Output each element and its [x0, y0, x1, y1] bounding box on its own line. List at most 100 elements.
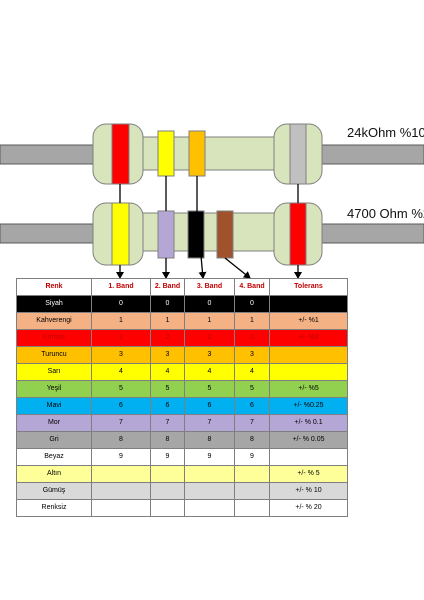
band-4-value-cell [234, 482, 270, 500]
table-row: Yeşil 5 5 5 5 +/- %5 [16, 380, 348, 398]
table-row: Sarı 4 4 4 4 [16, 363, 348, 381]
band-3-value-cell: 5 [184, 380, 235, 398]
color-name-cell: Kahverengi [16, 312, 92, 330]
arrow-to-band-3 [196, 210, 207, 279]
band-3-value-cell: 3 [184, 346, 235, 364]
tolerance-cell: +/- % 0.1 [269, 414, 348, 432]
resistor-2-label: 4700 Ohm %2 [347, 206, 424, 221]
header-band-1: 1. Band [91, 278, 151, 296]
table-body: Siyah 0 0 0 0 Kahverengi 1 1 1 1 +/- %1 Kırmızı 2 2 2 2… [16, 295, 348, 517]
band-1-value-cell: 5 [91, 380, 151, 398]
color-name-cell: Renksiz [16, 499, 92, 517]
header-band-2: 2. Band [150, 278, 185, 296]
band-2-value-cell: 7 [150, 414, 185, 432]
band-2-value-cell: 8 [150, 431, 185, 449]
resistor-2-band-1 [111, 202, 130, 266]
band-1-value-cell: 1 [91, 312, 151, 330]
resistor-1-lead-right [317, 144, 424, 165]
resistor-2 [0, 202, 424, 266]
table-row: Renksiz +/- % 20 [16, 499, 348, 517]
resistor-1-neck [129, 136, 291, 171]
band-3-value-cell [184, 499, 235, 517]
color-code-table: Renk 1. Band 2. Band 3. Band 4. Band Tol… [16, 278, 348, 517]
band-3-value-cell: 2 [184, 329, 235, 347]
table-row: Kahverengi 1 1 1 1 +/- %1 [16, 312, 348, 330]
tolerance-cell: +/- % 20 [269, 499, 348, 517]
band-1-value-cell [91, 465, 151, 483]
table-row: Mavi 6 6 6 6 +/- %0.25 [16, 397, 348, 415]
band-1-value-cell: 6 [91, 397, 151, 415]
resistor-2-neck [129, 212, 291, 252]
color-name-cell: Gri [16, 431, 92, 449]
band-1-value-cell: 9 [91, 448, 151, 466]
band-2-value-cell: 3 [150, 346, 185, 364]
tolerance-cell [269, 295, 348, 313]
arrow-to-band-4 [224, 257, 251, 279]
color-name-cell: Altın [16, 465, 92, 483]
resistor-1-band-4 [289, 123, 307, 185]
color-name-cell: Mor [16, 414, 92, 432]
band-4-value-cell: 4 [234, 363, 270, 381]
table-row: Gümüş +/- % 10 [16, 482, 348, 500]
band-2-value-cell: 1 [150, 312, 185, 330]
band-2-value-cell [150, 499, 185, 517]
band-2-value-cell: 0 [150, 295, 185, 313]
tolerance-cell: +/- %5 [269, 380, 348, 398]
band-2-value-cell: 2 [150, 329, 185, 347]
band-4-value-cell: 9 [234, 448, 270, 466]
resistor-2-lead-right [317, 223, 424, 244]
resistor-1-lead-left [0, 144, 101, 165]
band-1-value-cell: 3 [91, 346, 151, 364]
resistor-diagram: 24kOhm %10 4700 Ohm %2 [0, 0, 424, 285]
color-name-cell: Yeşil [16, 380, 92, 398]
connector-lines [119, 176, 299, 211]
band-1-value-cell: 0 [91, 295, 151, 313]
tolerance-cell [269, 448, 348, 466]
band-3-value-cell [184, 465, 235, 483]
band-3-value-cell: 1 [184, 312, 235, 330]
band-2-value-cell: 9 [150, 448, 185, 466]
tolerance-cell: +/- % 5 [269, 465, 348, 483]
resistor-2-band-3 [187, 210, 205, 259]
band-3-value-cell: 4 [184, 363, 235, 381]
tolerance-cell: +/- %1 [269, 312, 348, 330]
band-4-value-cell: 0 [234, 295, 270, 313]
band-2-value-cell [150, 465, 185, 483]
table-row: Mor 7 7 7 7 +/- % 0.1 [16, 414, 348, 432]
resistor-1 [0, 123, 424, 185]
band-3-value-cell [184, 482, 235, 500]
band-1-value-cell: 4 [91, 363, 151, 381]
resistor-1-band-3 [188, 130, 206, 177]
color-name-cell: Turuncu [16, 346, 92, 364]
tolerance-cell [269, 346, 348, 364]
band-4-value-cell: 8 [234, 431, 270, 449]
tolerance-cell: +/- % 10 [269, 482, 348, 500]
color-name-cell: Gümüş [16, 482, 92, 500]
band-1-value-cell: 7 [91, 414, 151, 432]
band-4-value-cell: 3 [234, 346, 270, 364]
band-1-value-cell [91, 499, 151, 517]
resistor-1-label: 24kOhm %10 [347, 125, 424, 140]
tolerance-cell: +/- % 0.05 [269, 431, 348, 449]
color-name-cell: Kırmızı [16, 329, 92, 347]
band-3-value-cell: 7 [184, 414, 235, 432]
band-2-value-cell: 4 [150, 363, 185, 381]
resistor-2-band-4 [216, 210, 234, 259]
table-row: Turuncu 3 3 3 3 [16, 346, 348, 364]
resistor-2-lead-left [0, 223, 101, 244]
table-row: Siyah 0 0 0 0 [16, 295, 348, 313]
band-3-value-cell: 9 [184, 448, 235, 466]
band-1-value-cell: 8 [91, 431, 151, 449]
header-tolerans: Tolerans [269, 278, 348, 296]
band-4-value-cell [234, 465, 270, 483]
tolerance-cell: +/- %0.25 [269, 397, 348, 415]
table-row: Altın +/- % 5 [16, 465, 348, 483]
resistor-2-band-2 [157, 210, 175, 259]
band-2-value-cell [150, 482, 185, 500]
color-name-cell: Mavi [16, 397, 92, 415]
header-band-3: 3. Band [184, 278, 235, 296]
band-1-value-cell: 2 [91, 329, 151, 347]
resistor-drawing [0, 123, 424, 279]
band-2-value-cell: 5 [150, 380, 185, 398]
header-band-4: 4. Band [234, 278, 270, 296]
